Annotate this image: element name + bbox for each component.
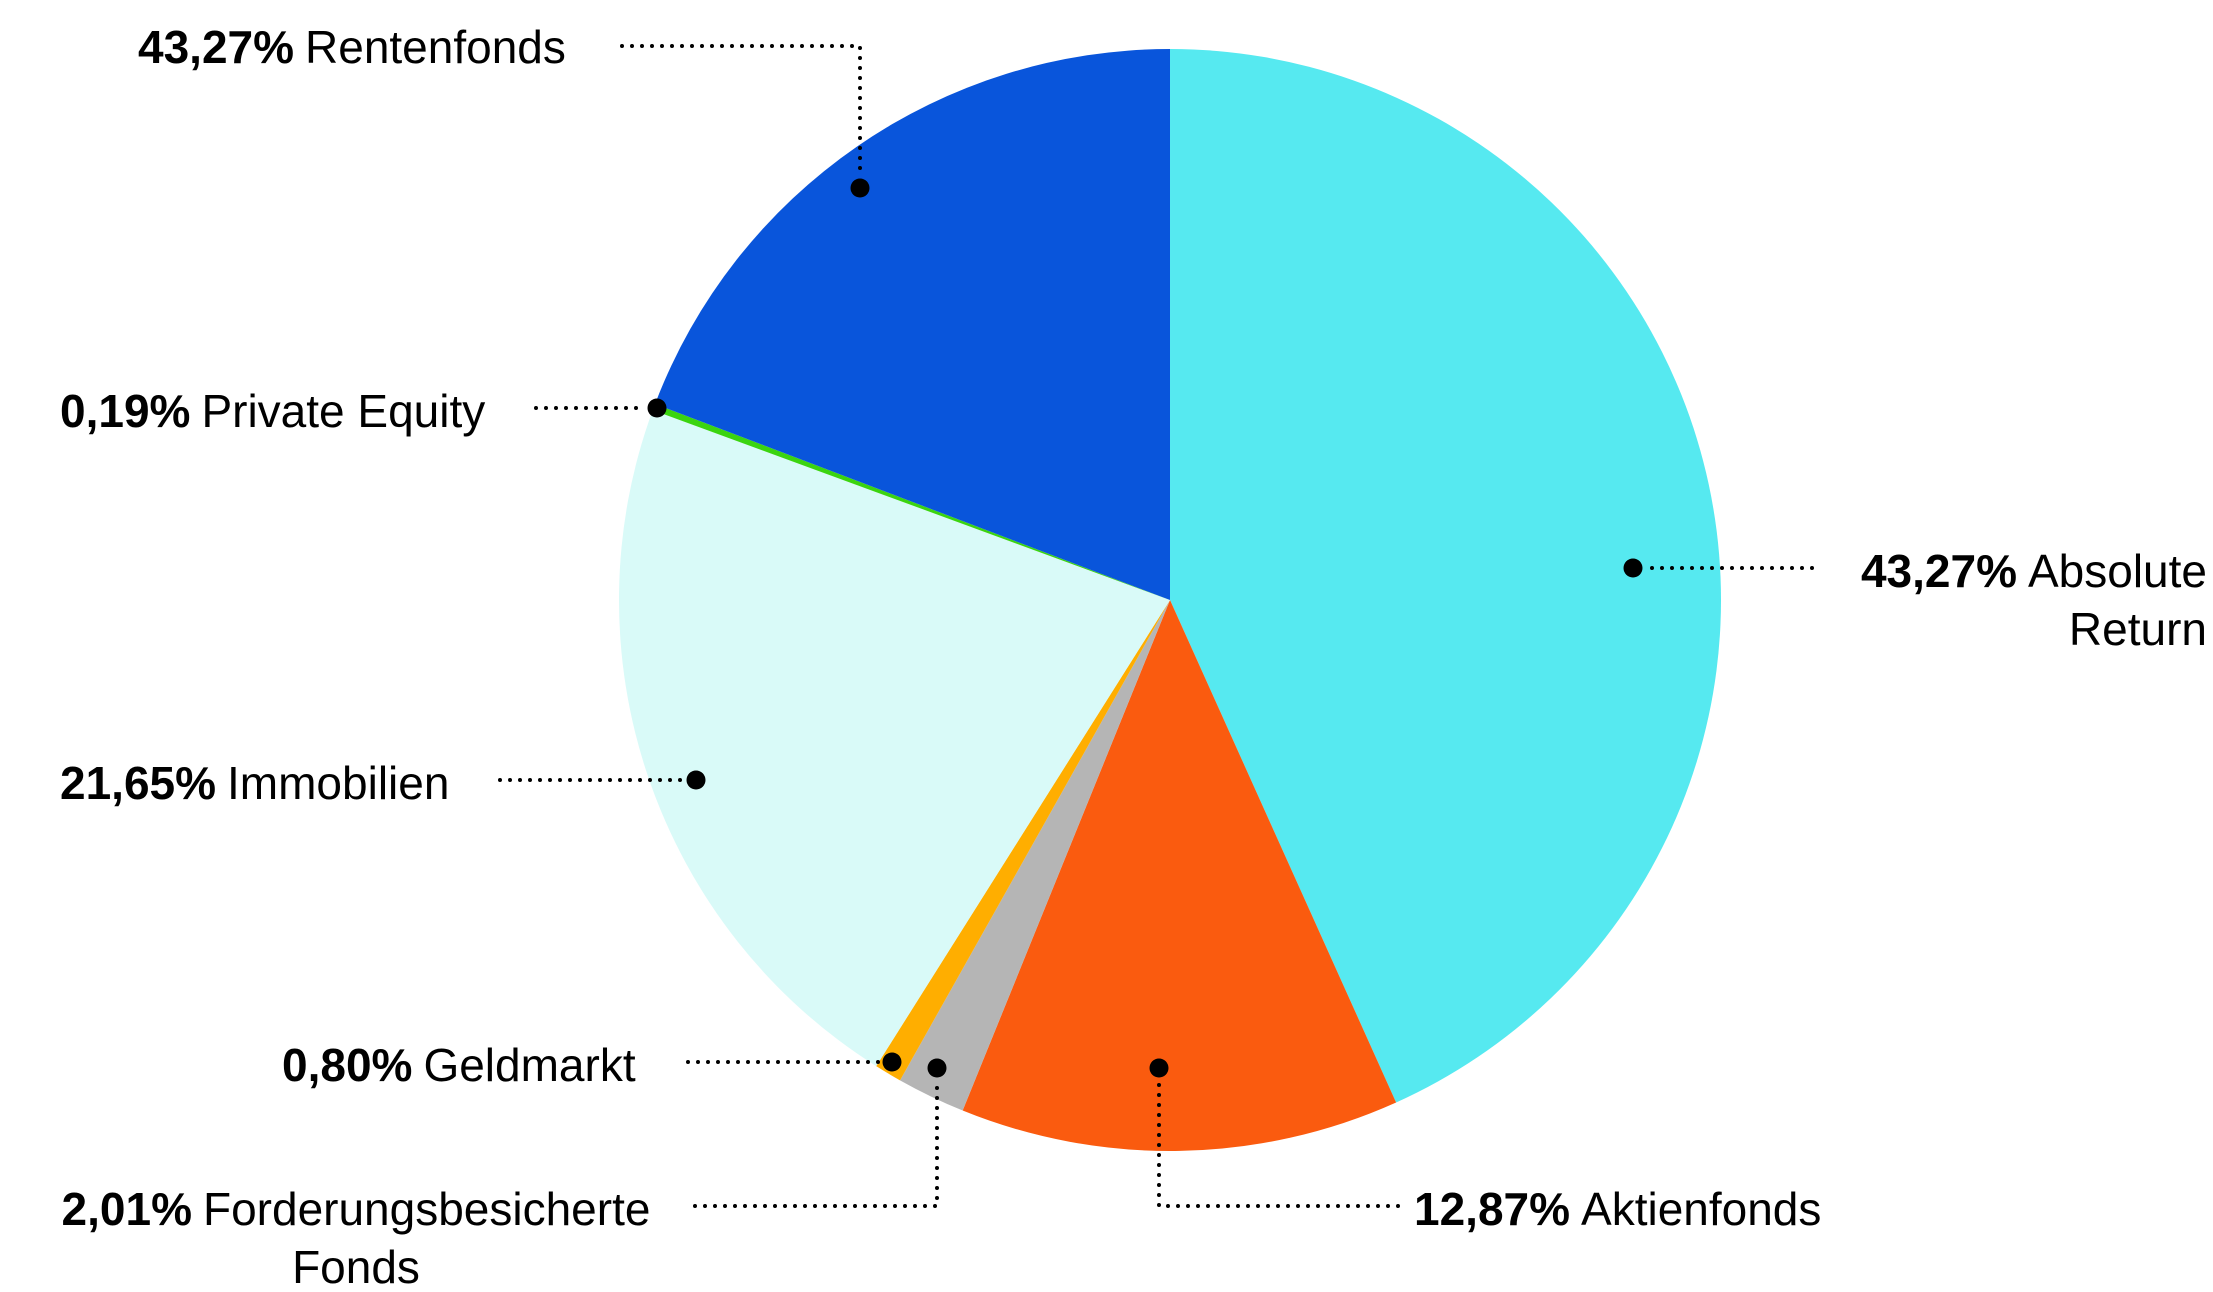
- rentenfonds-percent: 43,27%: [138, 21, 295, 73]
- label-geldmarkt: 0,80% Geldmarkt: [282, 1036, 636, 1094]
- leader-dot-rentenfonds: [850, 178, 870, 198]
- forderungsbesicherte-percent: 2,01%: [61, 1183, 192, 1235]
- label-immobilien: 21,65% Immobilien: [60, 754, 449, 812]
- immobilien-name: Immobilien: [227, 757, 450, 809]
- leader-dot-forderungsbesicherte: [927, 1058, 947, 1078]
- pie-slice-forderungsbesicherte-fonds: [900, 600, 1170, 1111]
- pie-slice-immobilien: [619, 410, 1170, 1067]
- pie-slice-private-equity: [652, 403, 1170, 600]
- forderungsbesicherte-name: Forderungsbesicherte Fonds: [202, 1183, 651, 1292]
- leader-dot-geldmarkt: [882, 1052, 902, 1072]
- leader-rentenfonds: [620, 44, 862, 178]
- geldmarkt-name: Geldmarkt: [423, 1039, 636, 1091]
- pie-slice-rentenfonds: [655, 49, 1170, 600]
- immobilien-percent: 21,65%: [60, 757, 217, 809]
- leader-dot-immobilien: [686, 770, 706, 790]
- label-absolute-return: 43,27% Absolute Return: [1817, 542, 2207, 658]
- label-private-equity: 0,19% Private Equity: [60, 382, 485, 440]
- absolute-return-name: Absolute Return: [2027, 545, 2207, 655]
- pie-slices: [619, 49, 1722, 1151]
- private-equity-name: Private Equity: [201, 385, 486, 437]
- leader-forderungsbesicherte: [693, 1080, 939, 1208]
- aktienfonds-name: Aktienfonds: [1581, 1183, 1822, 1235]
- pie-slice-geldmarkt: [876, 600, 1170, 1081]
- leader-dot-aktienfonds: [1149, 1058, 1169, 1078]
- leader-aktienfonds: [1157, 1080, 1400, 1208]
- pie-slice-aktienfonds: [962, 600, 1397, 1151]
- geldmarkt-percent: 0,80%: [282, 1039, 413, 1091]
- rentenfonds-name: Rentenfonds: [305, 21, 566, 73]
- label-forderungsbesicherte-fonds: 2,01% Forderungsbesicherte Fonds: [36, 1180, 676, 1292]
- label-rentenfonds: 43,27% Rentenfonds: [138, 18, 566, 76]
- absolute-return-percent: 43,27%: [1860, 545, 2017, 597]
- pie-slice-absolute-return: [1170, 49, 1722, 1103]
- label-aktienfonds: 12,87% Aktienfonds: [1414, 1180, 1821, 1238]
- aktienfonds-percent: 12,87%: [1414, 1183, 1571, 1235]
- private-equity-percent: 0,19%: [60, 385, 191, 437]
- leader-dot-absolute-return: [1623, 558, 1643, 578]
- leader-dot-private-equity: [647, 398, 667, 418]
